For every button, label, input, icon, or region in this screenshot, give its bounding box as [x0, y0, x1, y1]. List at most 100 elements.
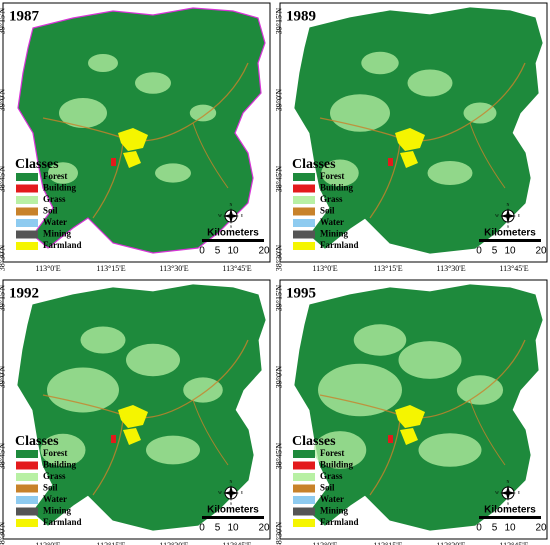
- legend-label: Soil: [43, 206, 58, 216]
- scale-tick-label: 5: [492, 246, 498, 257]
- legend-swatch: [16, 196, 38, 204]
- compass-needle: [500, 208, 516, 224]
- legend-label: Building: [320, 183, 354, 193]
- legend-label: Forest: [320, 171, 344, 181]
- scale-tick-label: 5: [215, 246, 221, 257]
- scale-tick-label: 10: [504, 246, 516, 257]
- compass-letter: E: [241, 490, 244, 495]
- grass-area: [183, 377, 223, 403]
- legend-label: Mining: [43, 506, 72, 516]
- legend-title: Classes: [15, 157, 59, 172]
- legend-label: Water: [320, 494, 344, 504]
- legend-title: Classes: [292, 434, 336, 449]
- region: [17, 7, 266, 254]
- farmland-area: [400, 428, 418, 445]
- longitude-label: 113°0'E: [35, 541, 60, 545]
- scale-tick-label: 20: [535, 523, 547, 534]
- river: [319, 339, 526, 419]
- legend-label: Farmland: [43, 240, 82, 250]
- grass-area: [189, 104, 217, 122]
- grass-area: [313, 431, 367, 469]
- compass-needle: [500, 485, 516, 501]
- grass-area: [47, 367, 119, 413]
- scale-title: Kilometers: [207, 228, 259, 239]
- building-area: [111, 435, 116, 443]
- grass-area: [361, 51, 399, 75]
- scale-tick-label: 20: [258, 523, 270, 534]
- legend-swatch: [16, 450, 38, 458]
- year-label: 1992: [9, 285, 39, 301]
- farmland-area: [123, 428, 141, 445]
- legend-label: Soil: [43, 483, 58, 493]
- longitude-label: 113°15'E: [96, 264, 125, 273]
- legend-label: Farmland: [43, 517, 82, 527]
- legend-label: Grass: [43, 471, 66, 481]
- river: [469, 122, 506, 189]
- scale-title: Kilometers: [484, 228, 536, 239]
- longitude-label: 113°15'E: [96, 541, 125, 545]
- farmland-area: [118, 405, 148, 428]
- grass-area: [398, 341, 462, 379]
- compass-needle: [223, 208, 239, 224]
- legend-swatch: [293, 230, 315, 239]
- river: [42, 62, 249, 142]
- year-label: 1987: [9, 8, 40, 24]
- compass-letter: W: [495, 213, 499, 218]
- farmland-area: [118, 128, 148, 151]
- legend-label: Farmland: [320, 517, 359, 527]
- latitude-label: 39°15'N: [0, 8, 6, 35]
- latitude-label: 38°30'N: [274, 245, 283, 272]
- longitude-label: 113°0'E: [35, 264, 60, 273]
- legend-swatch: [16, 496, 38, 504]
- grass-area: [318, 363, 402, 417]
- grass-area: [146, 435, 200, 465]
- scale-title: Kilometers: [484, 505, 536, 516]
- longitude-label: 113°45'E: [499, 264, 528, 273]
- grass-area: [321, 159, 359, 187]
- compass-letter: S: [230, 224, 232, 229]
- compass-needle: [223, 485, 239, 501]
- legend-label: Grass: [43, 194, 66, 204]
- latitude-label: 39°0'N: [0, 366, 6, 389]
- legend-swatch: [293, 496, 315, 504]
- legend-swatch: [16, 207, 38, 216]
- legend-swatch: [16, 484, 38, 493]
- river: [42, 339, 249, 419]
- longitude-label: 113°45'E: [499, 541, 528, 545]
- grass-area: [88, 54, 118, 72]
- latitude-label: 39°15'N: [0, 285, 6, 312]
- compass-letter: N: [230, 479, 233, 484]
- grass-area: [155, 163, 191, 183]
- legend-label: Water: [43, 217, 67, 227]
- river: [192, 399, 229, 466]
- grass-area: [463, 102, 497, 124]
- legend-swatch: [16, 219, 38, 227]
- legend-label: Forest: [43, 171, 67, 181]
- building-area: [388, 435, 393, 443]
- scale-tick-label: 0: [199, 246, 205, 257]
- scale-tick-label: 0: [199, 523, 205, 534]
- longitude-label: 113°0'E: [312, 264, 337, 273]
- legend-label: Water: [43, 494, 67, 504]
- scale-tick-label: 5: [215, 523, 221, 534]
- river: [369, 419, 401, 496]
- legend-label: Soil: [320, 483, 335, 493]
- region: [294, 7, 543, 254]
- legend-swatch: [16, 184, 38, 193]
- legend-label: Farmland: [320, 240, 359, 250]
- river: [192, 122, 229, 189]
- longitude-label: 113°30'E: [436, 541, 465, 545]
- scale-tick-label: 20: [535, 246, 547, 257]
- river: [92, 142, 124, 219]
- latitude-label: 38°30'N: [0, 522, 6, 545]
- legend-label: Water: [320, 217, 344, 227]
- legend-label: Building: [320, 460, 354, 470]
- grass-area: [427, 161, 473, 185]
- compass-letter: N: [507, 202, 510, 207]
- compass-letter: W: [218, 213, 222, 218]
- scale-tick-label: 0: [476, 523, 482, 534]
